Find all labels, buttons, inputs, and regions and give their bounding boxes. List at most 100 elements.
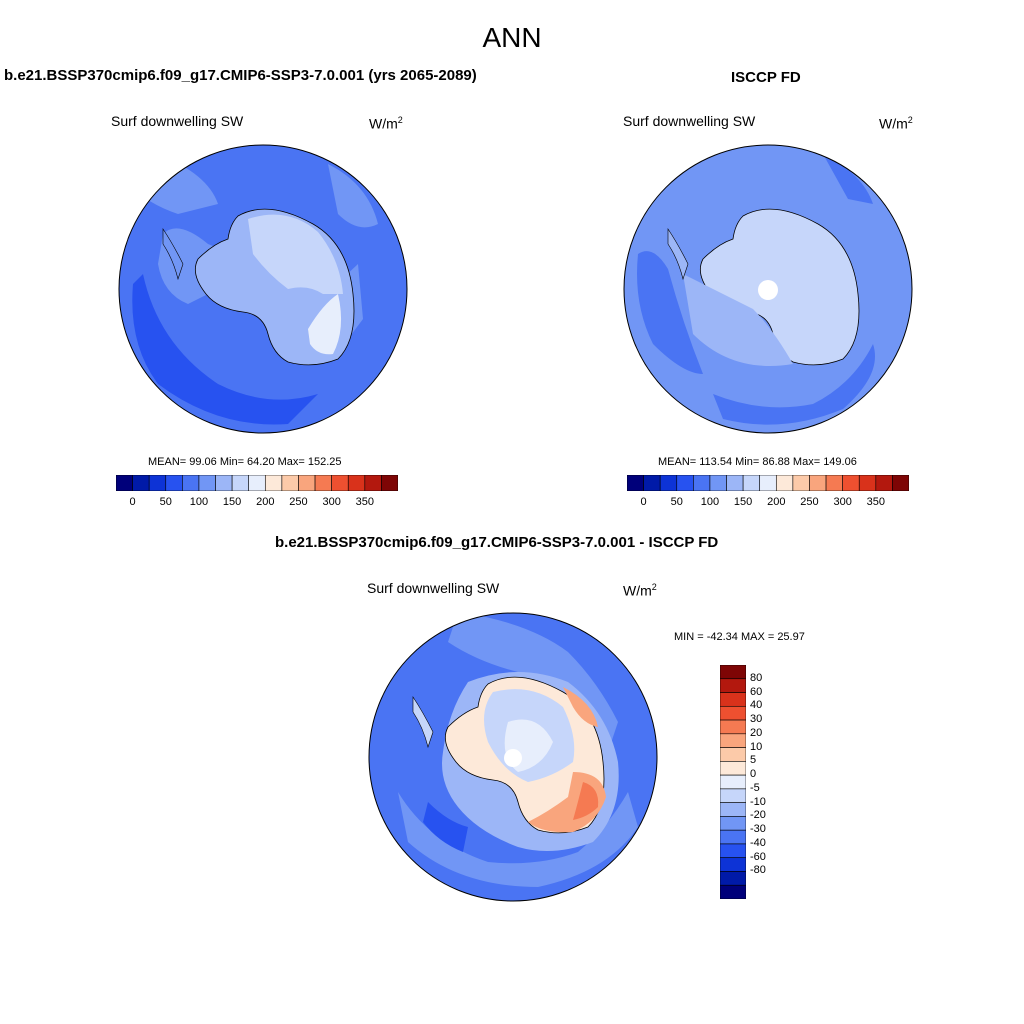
colorbar-swatch	[643, 475, 661, 491]
colorbar-tick-label: -40	[750, 836, 766, 849]
map-model	[118, 144, 408, 434]
colorbar-tick-label: -60	[750, 850, 766, 863]
colorbar-tick-label: 80	[750, 671, 763, 684]
colorbar-swatch	[720, 871, 746, 886]
colorbar-tick-label: 350	[866, 496, 885, 508]
colorbar-difference-labels: 80 60 40 30 20 10 5 0 -5 -10 -20 -30 -40 -60 -80	[750, 665, 790, 899]
colorbar-tick-label: -20	[750, 809, 766, 822]
colorbar-swatch	[875, 475, 893, 491]
panel2-stats: MEAN= 113.54 Min= 86.88 Max= 149.06	[658, 456, 857, 468]
colorbar-tick-label: 100	[700, 496, 720, 508]
colorbar-swatch	[182, 475, 200, 491]
colorbar-tick-label: 40	[750, 699, 763, 712]
colorbar-tick-label: 50	[159, 496, 172, 508]
colorbar-swatch	[165, 475, 183, 491]
colorbar-swatch	[720, 884, 746, 899]
ice-shelf-region	[683, 274, 793, 366]
colorbar-swatch	[148, 475, 167, 491]
colorbar-swatch	[215, 475, 233, 491]
colorbar-swatch	[720, 788, 746, 803]
colorbar-swatch	[775, 475, 794, 491]
colorbar-swatch	[676, 475, 694, 491]
colorbar-swatch	[709, 475, 727, 491]
colorbar-tick-label: -5	[750, 781, 760, 794]
ocean-diff-region	[448, 613, 618, 752]
colorbar-tick-label: 150	[733, 496, 753, 508]
colorbar-swatch	[231, 475, 250, 491]
colorbar-swatch	[331, 475, 349, 491]
colorbar-isccp	[627, 475, 909, 491]
panel2-title: ISCCP FD	[731, 69, 801, 86]
colorbar-swatch	[842, 475, 860, 491]
colorbar-tick-label: -10	[750, 795, 766, 808]
colorbar-swatch	[720, 705, 746, 721]
colorbar-tick-label: 250	[289, 496, 308, 508]
colorbar-tick-label: 200	[767, 496, 786, 508]
colorbar-tick-label: -80	[750, 864, 766, 877]
colorbar-swatch	[809, 475, 827, 491]
colorbar-swatch	[720, 692, 746, 707]
panel1-variable-label: Surf downwelling SW	[111, 113, 244, 129]
colorbar-tick-label: 0	[129, 496, 136, 508]
colorbar-swatch	[659, 475, 678, 491]
polar-hole	[758, 280, 778, 300]
colorbar-tick-label: 300	[833, 496, 852, 508]
map-isccp	[623, 144, 913, 434]
colorbar-swatch	[198, 475, 216, 491]
colorbar-swatch	[720, 857, 746, 872]
colorbar-swatch	[248, 475, 266, 491]
colorbar-swatch	[726, 475, 744, 491]
colorbar-swatch	[314, 475, 332, 491]
colorbar-tick-label: 5	[750, 754, 757, 767]
antarctica-peak	[308, 294, 342, 355]
panel3-variable-label: Surf downwelling SW	[367, 580, 500, 596]
colorbar-tick-label: 200	[256, 496, 275, 508]
ocean-diff-low	[423, 802, 468, 852]
colorbar-tick-label: -30	[750, 823, 766, 836]
colorbar-swatch	[720, 678, 746, 693]
colorbar-swatch	[693, 475, 711, 491]
panel2-variable-label: Surf downwelling SW	[623, 113, 756, 129]
colorbar-swatch	[364, 475, 382, 491]
ocean-diff-region	[398, 792, 638, 887]
ocean-region-low	[823, 154, 873, 204]
colorbar-tick-label: 350	[355, 496, 374, 508]
colorbar-tick-label: 0	[750, 768, 757, 781]
antarctic-peninsula	[412, 696, 434, 749]
antarctica-high	[248, 214, 343, 294]
colorbar-swatch	[720, 733, 746, 748]
colorbar-tick-label: 0	[640, 496, 647, 508]
colorbar-tick-label: 50	[670, 496, 683, 508]
colorbar-swatch	[720, 747, 746, 762]
antarctic-peninsula	[162, 228, 184, 281]
panel2-units: W/m2	[879, 115, 913, 132]
colorbar-swatch	[720, 829, 746, 845]
polar-hole	[504, 749, 522, 767]
colorbar-swatch	[381, 475, 398, 491]
colorbar-swatch	[264, 475, 283, 491]
colorbar-tick-label: 150	[222, 496, 242, 508]
colorbar-swatch	[892, 475, 909, 491]
colorbar-swatch	[742, 475, 761, 491]
panel3-title: b.e21.BSSP370cmip6.f09_g17.CMIP6-SSP3-7.…	[275, 534, 719, 551]
panel3-units: W/m2	[623, 582, 657, 599]
colorbar-tick-label: 300	[322, 496, 341, 508]
colorbar-swatch	[720, 665, 746, 680]
panel3-stats: MIN = -42.34 MAX = 25.97	[674, 631, 805, 643]
antarctic-peninsula	[667, 228, 689, 281]
colorbar-tick-label: 60	[750, 685, 763, 698]
colorbar-tick-label: 20	[750, 726, 763, 739]
colorbar-swatch	[759, 475, 777, 491]
colorbar-swatch	[132, 475, 150, 491]
main-title: ANN	[482, 22, 542, 53]
colorbar-model-labels: 0 50 100 150 200 250 300 350	[116, 496, 398, 510]
antarctica-positive	[563, 687, 598, 727]
colorbar-swatch	[720, 816, 746, 831]
colorbar-isccp-labels: 0 50 100 150 200 250 300 350	[627, 496, 909, 510]
colorbar-swatch	[720, 774, 746, 790]
colorbar-swatch	[792, 475, 810, 491]
colorbar-swatch	[825, 475, 843, 491]
colorbar-swatch	[116, 475, 133, 491]
colorbar-tick-label: 100	[189, 496, 209, 508]
ocean-region-low	[132, 274, 318, 425]
